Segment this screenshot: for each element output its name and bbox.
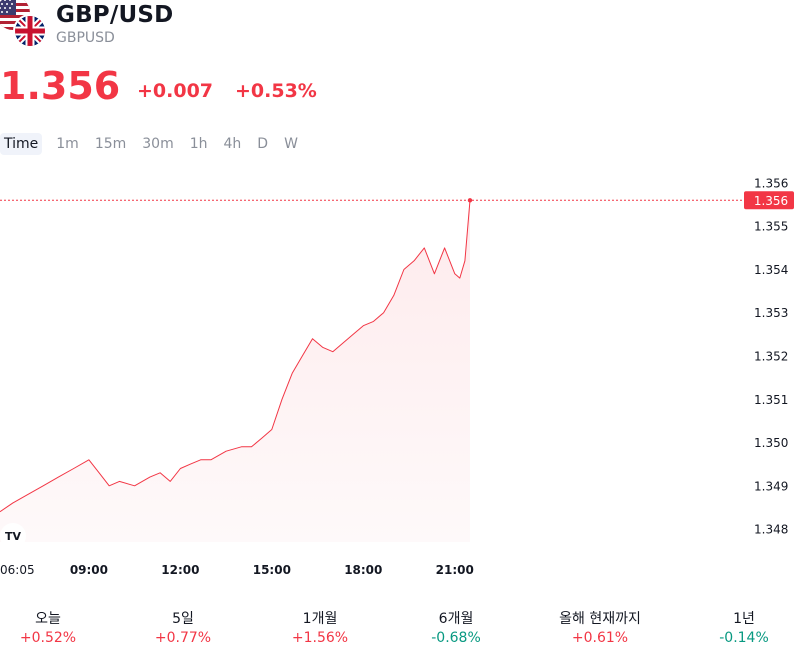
- tab-4h[interactable]: 4h: [223, 136, 242, 152]
- symbol-ticker: GBPUSD: [56, 30, 115, 46]
- tab-1m[interactable]: 1m: [56, 136, 79, 152]
- tradingview-logo-icon: [0, 523, 26, 549]
- current-price-badge: [744, 191, 794, 210]
- y-tick-label: 1.348: [754, 523, 788, 537]
- x-tick-label: 18:00: [344, 563, 382, 577]
- period-value: +0.52%: [19, 630, 77, 646]
- period-6m[interactable]: 6개월 -0.68%: [401, 608, 511, 646]
- price-chart[interactable]: 1.356 1.356 1.355 1.354 1.353 1.352 1.351 1.350…: [0, 170, 800, 590]
- tab-15m[interactable]: 15m: [94, 136, 127, 152]
- x-tick-label: 12:00: [161, 563, 199, 577]
- period-ytd[interactable]: 올해 현재까지 +0.61%: [545, 608, 655, 646]
- price-area: [0, 200, 470, 543]
- tab-time[interactable]: Time: [0, 133, 43, 155]
- period-today[interactable]: 오늘 +0.52%: [0, 608, 103, 646]
- period-5d[interactable]: 5일 +0.77%: [128, 608, 238, 646]
- uk-flag-icon: [13, 14, 47, 48]
- period-value: +1.56%: [291, 630, 349, 646]
- x-tick-label: 21:00: [436, 563, 474, 577]
- price-chart-svg[interactable]: 1.356 1.356 1.355 1.354 1.353 1.352 1.351 1.350…: [0, 170, 800, 590]
- current-price-label: 1.356: [754, 194, 788, 208]
- y-tick-label: 1.350: [754, 436, 788, 450]
- period-label: 1개월: [302, 611, 338, 627]
- period-label: 오늘: [35, 611, 61, 627]
- period-label: 6개월: [438, 611, 474, 627]
- tab-w[interactable]: W: [284, 136, 298, 152]
- performance-periods: 오늘 +0.52% 5일 +0.77% 1개월 +1.56% 6개월 -0.68…: [0, 608, 800, 654]
- period-label: 5일: [172, 611, 194, 627]
- y-tick-label: 1.354: [754, 263, 788, 277]
- currency-flags: [0, 0, 50, 50]
- period-value: -0.14%: [719, 630, 769, 646]
- y-tick-label: 1.349: [754, 479, 788, 493]
- period-1y[interactable]: 1년 -0.14%: [689, 608, 799, 646]
- period-label: 1년: [733, 611, 755, 627]
- tab-1h[interactable]: 1h: [189, 136, 208, 152]
- period-value: +0.77%: [154, 630, 212, 646]
- period-value: +0.61%: [571, 630, 629, 646]
- tab-30m[interactable]: 30m: [142, 136, 174, 152]
- price-change: +0.007: [137, 80, 214, 102]
- price-line: [0, 200, 471, 513]
- tab-d[interactable]: D: [257, 136, 269, 152]
- timeframe-tabs: Time 1m 15m 30m 1h 4h D W: [0, 132, 306, 156]
- quote-summary: 1.356 +0.007 +0.53%: [0, 62, 800, 112]
- y-tick-label: 1.356: [754, 176, 788, 190]
- period-value: -0.68%: [431, 630, 481, 646]
- y-tick-label: 1.351: [754, 393, 788, 407]
- period-label: 올해 현재까지: [559, 611, 641, 627]
- y-tick-label: 1.352: [754, 350, 788, 364]
- x-tick-label: 06:05: [0, 563, 35, 577]
- last-point-dot: [467, 198, 473, 203]
- symbol-header: GBP/USD GBPUSD: [0, 0, 800, 60]
- y-tick-label: 1.355: [754, 220, 788, 234]
- tradingview-logo-text: TV: [5, 530, 22, 543]
- x-tick-label: 15:00: [253, 563, 291, 577]
- price-change-percent: +0.53%: [235, 80, 317, 102]
- y-tick-label: 1.353: [754, 306, 788, 320]
- symbol-title: GBP/USD: [56, 2, 174, 28]
- period-1m[interactable]: 1개월 +1.56%: [265, 608, 375, 646]
- x-tick-label: 09:00: [70, 563, 108, 577]
- last-price: 1.356: [0, 64, 121, 108]
